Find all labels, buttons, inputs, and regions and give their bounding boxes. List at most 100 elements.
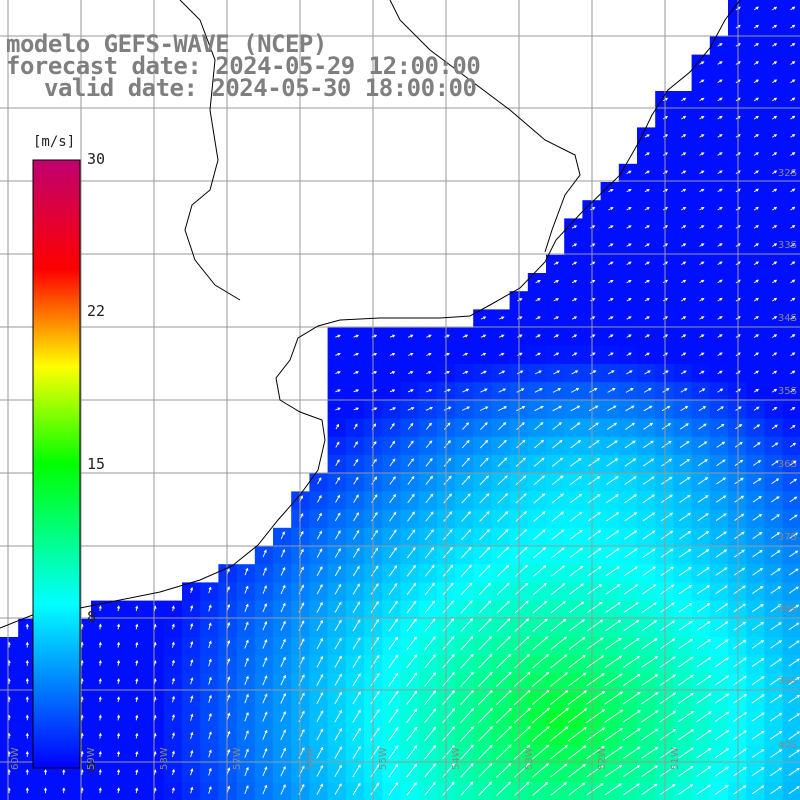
wind-arrow bbox=[770, 568, 781, 576]
wind-arrow bbox=[116, 678, 121, 684]
wind-arrow bbox=[715, 567, 728, 576]
wind-arrow bbox=[623, 783, 640, 796]
wind-arrow bbox=[171, 677, 175, 685]
wind-arrow bbox=[388, 782, 399, 796]
wind-speed-cell bbox=[637, 455, 656, 474]
wind-arrow bbox=[753, 243, 759, 247]
wind-arrow bbox=[497, 511, 509, 522]
wind-arrow bbox=[62, 787, 66, 794]
wind-arrow bbox=[389, 352, 396, 356]
wind-arrow bbox=[605, 584, 621, 595]
wind-arrow bbox=[644, 334, 650, 338]
wind-arrow bbox=[171, 695, 175, 703]
wind-arrow bbox=[772, 316, 778, 320]
wind-arrow bbox=[496, 600, 511, 614]
wind-arrow bbox=[551, 457, 564, 467]
wind-arrow bbox=[335, 512, 341, 522]
wind-arrow bbox=[717, 297, 723, 302]
wind-arrow bbox=[444, 370, 451, 375]
wind-arrow bbox=[389, 407, 397, 411]
wind-arrow bbox=[171, 732, 175, 739]
wind-arrow bbox=[772, 115, 778, 120]
wind-arrow bbox=[515, 547, 528, 559]
wind-arrow bbox=[679, 423, 689, 430]
wind-arrow bbox=[135, 678, 139, 684]
wind-arrow bbox=[790, 97, 796, 102]
wind-arrow bbox=[424, 582, 435, 596]
wind-arrow bbox=[733, 549, 745, 558]
wind-arrow bbox=[190, 605, 194, 612]
wind-arrow bbox=[443, 406, 452, 411]
wind-arrow bbox=[499, 316, 505, 320]
wind-arrow bbox=[753, 334, 759, 338]
wind-arrow bbox=[262, 711, 268, 722]
wind-arrow bbox=[352, 691, 361, 705]
wind-arrow bbox=[659, 710, 677, 723]
wind-arrow bbox=[788, 640, 800, 649]
wind-arrow bbox=[353, 458, 359, 467]
wind-arrow bbox=[770, 785, 782, 795]
wind-arrow bbox=[605, 512, 620, 522]
wind-arrow bbox=[696, 675, 712, 686]
wind-arrow bbox=[569, 511, 583, 522]
wind-arrow bbox=[733, 730, 747, 740]
wind-arrow bbox=[190, 786, 194, 794]
wind-arrow bbox=[678, 638, 694, 650]
wind-arrow bbox=[626, 279, 632, 284]
wind-arrow bbox=[753, 97, 759, 102]
wind-arrow bbox=[317, 512, 322, 522]
wind-arrow bbox=[586, 709, 606, 723]
wind-arrow bbox=[389, 389, 396, 393]
wind-arrow bbox=[717, 43, 723, 47]
wind-speed-cell bbox=[618, 764, 638, 784]
wind-arrow bbox=[752, 495, 762, 503]
wind-arrow bbox=[406, 690, 418, 705]
wind-arrow bbox=[772, 152, 778, 156]
wind-arrow bbox=[479, 529, 490, 541]
wind-arrow bbox=[717, 188, 723, 193]
wind-arrow bbox=[515, 439, 526, 449]
wind-arrow bbox=[244, 711, 249, 722]
wind-arrow bbox=[480, 370, 487, 375]
wind-arrow bbox=[734, 495, 745, 503]
wind-arrow bbox=[679, 458, 691, 467]
wind-arrow bbox=[772, 225, 778, 229]
wind-arrow bbox=[316, 783, 323, 795]
wind-arrow bbox=[280, 729, 286, 741]
wind-arrow bbox=[98, 787, 102, 794]
lon-label: 60W bbox=[10, 747, 21, 770]
wind-arrow bbox=[335, 423, 339, 430]
wind-arrow bbox=[334, 691, 342, 705]
wind-arrow bbox=[480, 422, 488, 431]
wind-arrow bbox=[790, 115, 796, 120]
wind-arrow bbox=[623, 620, 640, 632]
wind-arrow bbox=[770, 586, 782, 594]
wind-arrow bbox=[790, 188, 796, 193]
wind-arrow bbox=[389, 371, 396, 375]
wind-arrow bbox=[696, 621, 711, 631]
wind-speed-cell bbox=[546, 564, 565, 583]
wind-arrow bbox=[244, 639, 249, 649]
wind-arrow bbox=[532, 582, 547, 596]
wind-arrow bbox=[352, 782, 361, 796]
wind-arrow bbox=[477, 707, 493, 724]
wind-arrow bbox=[370, 583, 379, 595]
wind-arrow bbox=[569, 547, 584, 559]
wind-arrow bbox=[407, 389, 414, 393]
wind-arrow bbox=[479, 457, 489, 467]
wind-arrow bbox=[714, 729, 730, 741]
wind-arrow bbox=[262, 549, 267, 558]
valid-date: valid date: 2024-05-30 18:00:00 bbox=[44, 74, 477, 102]
wind-arrow bbox=[479, 406, 489, 411]
colorbar-tick: 0 bbox=[87, 758, 97, 776]
wind-arrow bbox=[516, 406, 526, 412]
wind-arrow bbox=[116, 641, 121, 648]
wind-arrow bbox=[772, 134, 778, 138]
wind-arrow bbox=[626, 261, 632, 265]
wind-arrow bbox=[371, 529, 378, 540]
wind-arrow bbox=[424, 672, 437, 687]
wind-arrow bbox=[717, 279, 723, 284]
wind-arrow bbox=[98, 714, 102, 721]
wind-arrow bbox=[353, 494, 359, 503]
